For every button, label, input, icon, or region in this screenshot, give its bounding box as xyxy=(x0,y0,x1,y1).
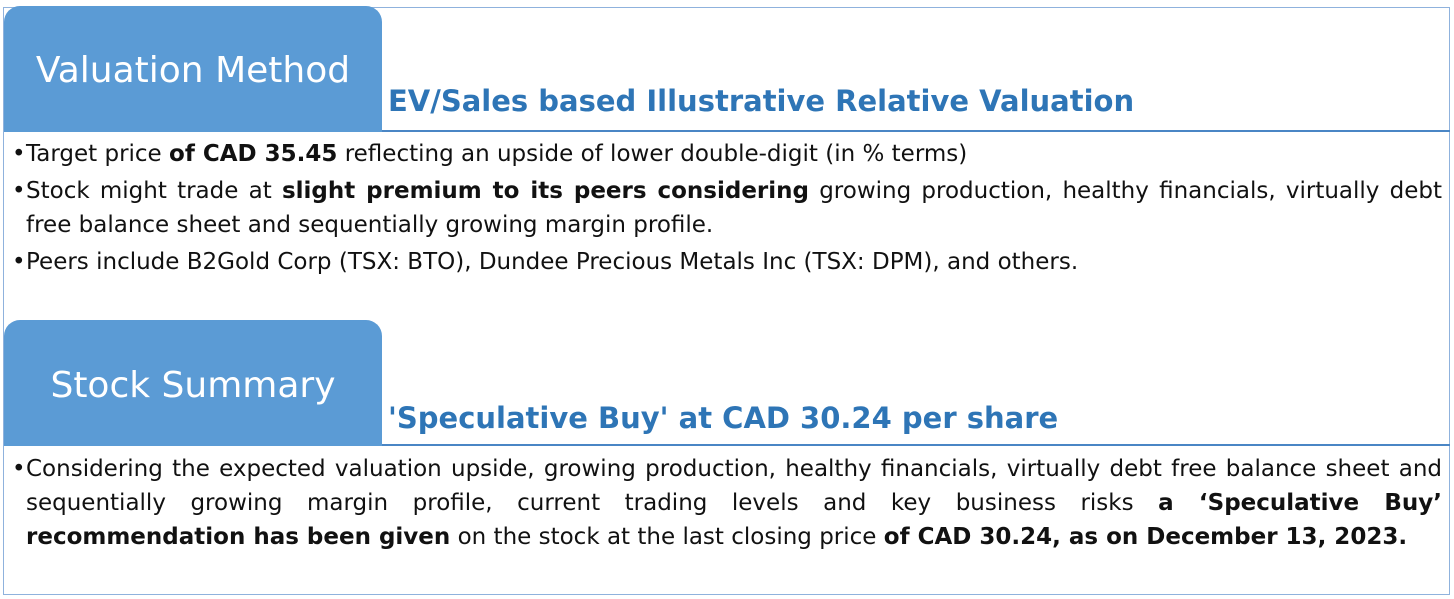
bullet-text-bold: of CAD 30.24, as on December 13, 2023. xyxy=(883,524,1408,550)
bullet-text: reflecting an upside of lower double-dig… xyxy=(337,141,968,167)
valuation-subtitle: EV/Sales based Illustrative Relative Val… xyxy=(388,84,1135,118)
summary-divider xyxy=(382,444,1450,446)
valuation-method-label: Valuation Method xyxy=(35,49,351,91)
stock-summary-tab: Stock Summary xyxy=(4,320,382,446)
summary-subtitle: 'Speculative Buy' at CAD 30.24 per share xyxy=(388,401,1059,435)
bullet-item: Peers include B2Gold Corp (TSX: BTO), Du… xyxy=(12,245,1442,279)
valuation-bullet-list: Target price of CAD 35.45 reflecting an … xyxy=(12,137,1442,282)
bullet-text-bold: a ‘Speculative Buy’ recommendation has b… xyxy=(26,490,1442,550)
summary-bullet-list: Considering the expected valuation upsid… xyxy=(12,452,1442,557)
valuation-divider xyxy=(382,130,1450,132)
bullet-text: growing production, healthy financials, … xyxy=(26,178,1442,238)
bullet-item: Target price of CAD 35.45 reflecting an … xyxy=(12,137,1442,171)
bullet-text: Target price xyxy=(26,141,170,167)
bullet-item: Considering the expected valuation upsid… xyxy=(12,452,1442,554)
content-frame xyxy=(3,7,1450,595)
bullet-text: Peers include B2Gold Corp (TSX: BTO), Du… xyxy=(26,249,1079,275)
bullet-text: Stock might trade at xyxy=(26,178,282,204)
stock-summary-label: Stock Summary xyxy=(50,364,336,406)
bullet-text-bold: slight premium to its peers considering xyxy=(281,178,809,204)
bullet-text: on the stock at the last closing price xyxy=(450,524,884,550)
bullet-item: Stock might trade at slight premium to i… xyxy=(12,174,1442,242)
bullet-text: Considering the expected valuation upsid… xyxy=(26,456,1442,516)
bullet-text-bold: of CAD 35.45 xyxy=(169,141,338,167)
valuation-method-tab: Valuation Method xyxy=(4,6,382,132)
